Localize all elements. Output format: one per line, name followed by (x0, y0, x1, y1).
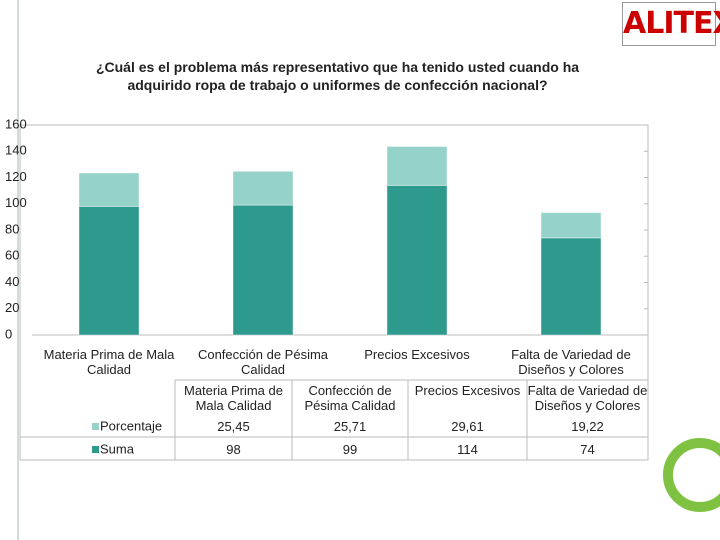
table-cell: 29,61 (451, 419, 484, 434)
bar-segment (540, 237, 602, 336)
table-cell: 114 (457, 442, 478, 457)
x-tick-label: Precios Excesivos (364, 347, 470, 362)
bar-segment (386, 146, 448, 186)
y-tick-label: 100 (5, 195, 27, 210)
y-tick-label: 40 (5, 274, 19, 289)
logo: ALITEX (622, 2, 720, 46)
y-tick-label: 0 (5, 326, 12, 341)
table-header: Falta de Variedad de Diseños y Colores (527, 383, 648, 413)
y-tick-label: 160 (5, 116, 27, 131)
bar-segment (78, 172, 140, 207)
legend-label: Suma (100, 441, 135, 456)
bar-segment (232, 204, 294, 336)
bar-segment (540, 212, 602, 239)
table-header: Precios Excesivos (414, 383, 521, 398)
decor-circle (663, 438, 720, 512)
x-tick-label: Materia Prima de Mala Calidad (43, 347, 175, 377)
y-tick-label: 80 (5, 221, 19, 236)
legend-label: Porcentaje (100, 418, 162, 433)
table-cell: 74 (580, 442, 595, 457)
y-tick-label: 120 (5, 169, 27, 184)
chart-frame (19, 124, 649, 461)
y-tick-label: 140 (5, 143, 27, 158)
bar-segment (78, 205, 140, 336)
table-cell: 99 (342, 442, 358, 457)
x-tick-label: Confección de Pésima Calidad (197, 347, 329, 377)
table-header: Materia Prima de Mala Calidad (184, 383, 283, 413)
y-tick-label: 20 (5, 300, 19, 315)
bar-segment (232, 170, 294, 206)
table-cell: 25,71 (333, 419, 367, 434)
table-cell: 19,22 (571, 419, 604, 434)
table-cell: 25,45 (217, 419, 250, 434)
x-tick-label: Falta de Variedad de Diseños y Colores (511, 347, 631, 377)
bar-segment (386, 184, 448, 336)
y-tick-label: 60 (5, 248, 19, 263)
table-header: Confección de Pésima Calidad (304, 383, 396, 413)
chart-title: ¿Cuál es el problema más representativo … (95, 59, 580, 93)
legend-key (92, 423, 99, 430)
table-cell: 98 (226, 442, 241, 457)
legend-key (92, 446, 99, 453)
